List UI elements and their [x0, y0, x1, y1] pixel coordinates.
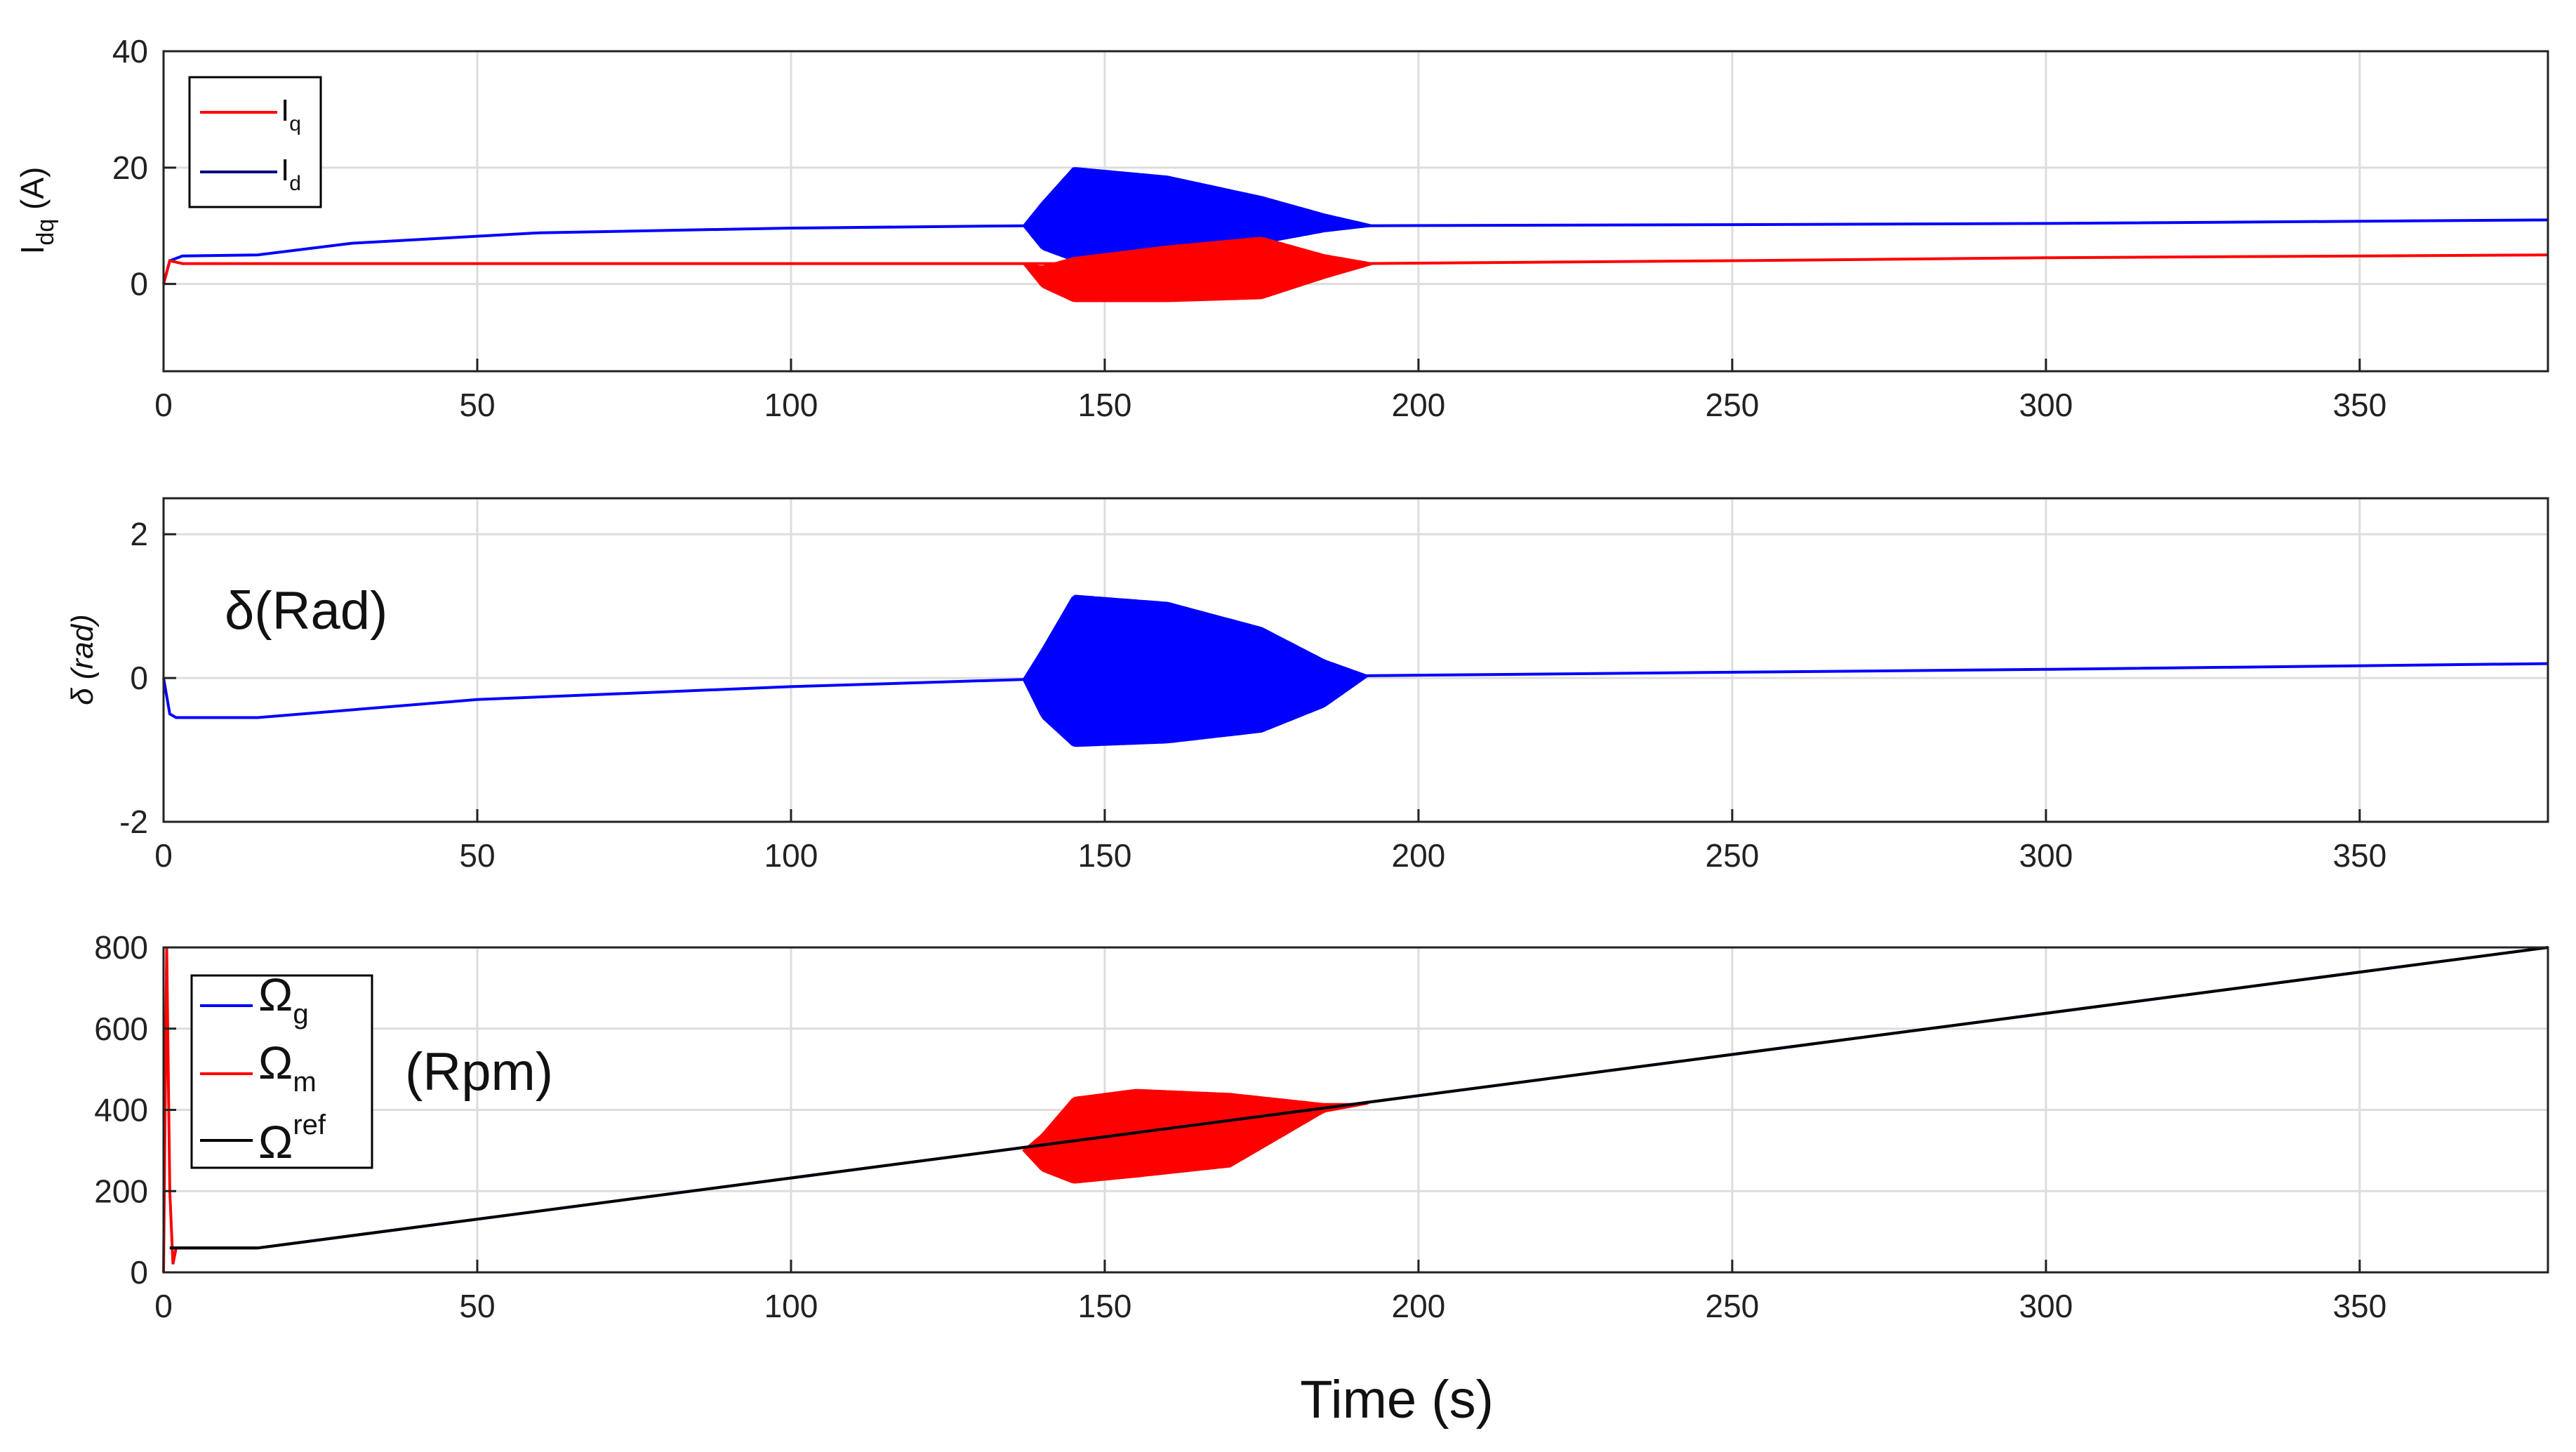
x-tick-label: 0	[154, 1288, 173, 1324]
x-tick-label: 0	[154, 387, 173, 423]
plot-frame	[162, 50, 2549, 373]
series-line-omega_ref	[169, 946, 2549, 1250]
x-tick-label: 250	[1705, 837, 1759, 874]
x-tick-label: 100	[764, 837, 818, 874]
y-tick-label: 0	[130, 660, 148, 696]
x-tick-label: 100	[764, 387, 818, 423]
legend-label-omega-g: Ωg	[258, 968, 309, 1030]
x-tick-label: 200	[1392, 387, 1446, 423]
annotation-rpm: (Rpm)	[405, 1042, 553, 1102]
x-tick-label: 150	[1078, 1288, 1132, 1324]
legend-omega: Ωg Ωm Ωref	[190, 968, 373, 1169]
x-tick-label: 350	[2332, 1288, 2386, 1324]
x-tick-label: 150	[1078, 387, 1132, 423]
x-tick-label: 250	[1705, 387, 1759, 423]
ylabel-idq: Idq (A)	[14, 167, 59, 255]
series-line-id	[162, 218, 2549, 285]
x-tick-label: 150	[1078, 837, 1132, 874]
y-tick-label: 400	[94, 1092, 148, 1128]
x-axis-title: Time (s)	[1300, 1370, 1494, 1430]
panel-idq: 0 50 100 150 200 250 300 350 0 20 40 Idq (A) Iq Id	[14, 33, 2549, 423]
legend-label-id: Id	[281, 153, 301, 195]
x-tick-label: 200	[1392, 1288, 1446, 1324]
plot-frame	[162, 497, 2549, 823]
x-tick-label: 0	[154, 837, 173, 874]
ylabel-delta: δ (rad)	[65, 614, 100, 705]
y-tick-label: 0	[130, 266, 148, 302]
x-tick-label: 300	[2019, 387, 2073, 423]
x-tick-label: 50	[459, 1288, 495, 1324]
plot-area-delta	[164, 498, 2548, 822]
y-tick-label: 600	[94, 1011, 148, 1047]
panel-delta: 0 50 100 150 200 250 300 350-202 δ (rad) δ(Rad)	[65, 497, 2549, 874]
legend-label-iq: Iq	[281, 93, 301, 135]
y-tick-label: 0	[130, 1254, 148, 1291]
legend-idq: Iq Id	[188, 76, 322, 208]
x-tick-label: 50	[459, 387, 495, 423]
plot-area-idq	[164, 51, 2548, 371]
legend-label-omega-m: Ωm	[258, 1037, 317, 1098]
series-line-iq	[162, 253, 2549, 285]
panel-omega: 0 50 100 150 200 250 300 350 0 200 400 600 800 (Rpm)…	[94, 929, 2549, 1324]
y-tick-label: 40	[112, 33, 148, 69]
x-tick-label: 250	[1705, 1288, 1759, 1324]
x-tick-label: 200	[1392, 837, 1446, 874]
x-tick-label: 300	[2019, 1288, 2073, 1324]
y-tick-label: -2	[119, 804, 148, 840]
x-tick-label: 50	[459, 837, 495, 874]
x-tick-label: 100	[764, 1288, 818, 1324]
y-tick-label: 800	[94, 929, 148, 966]
x-tick-label: 350	[2332, 837, 2386, 874]
x-tick-label: 300	[2019, 837, 2073, 874]
legend-label-omega-ref: Ωref	[258, 1110, 326, 1168]
y-tick-label: 200	[94, 1173, 148, 1209]
series-line-delta	[162, 662, 2549, 719]
annotation-delta: δ(Rad)	[225, 581, 387, 641]
x-tick-label: 350	[2332, 387, 2386, 423]
y-tick-label: 20	[112, 149, 148, 186]
y-tick-label: 2	[130, 516, 148, 552]
plot-frame	[162, 946, 2549, 1274]
